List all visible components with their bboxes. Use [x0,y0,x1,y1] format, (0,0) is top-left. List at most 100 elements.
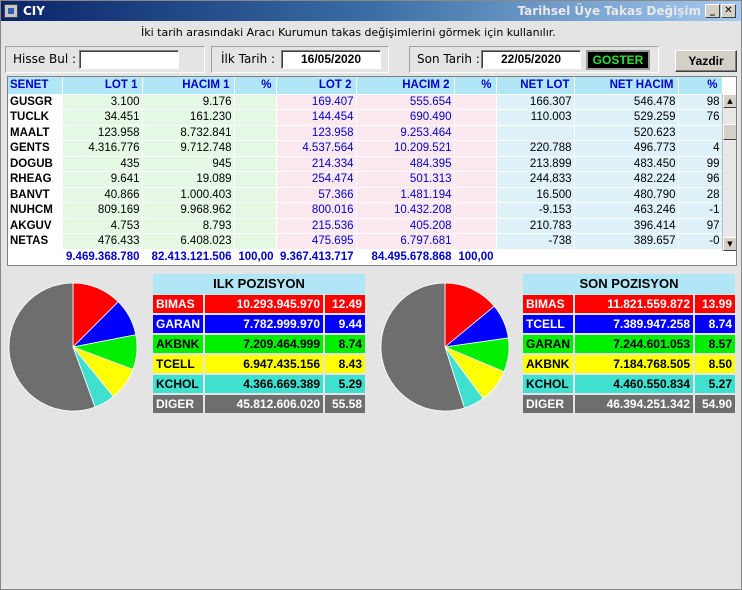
position-name: TCELL [523,315,573,333]
table-cell: 4 [678,140,723,157]
son-tarih-label: Son Tarih : [417,52,480,66]
table-row[interactable]: RHEAG 9.641 19.089 254.474 501.313 244.833 482… [8,171,723,188]
scroll-down-button[interactable]: ▼ [723,237,736,251]
column-header[interactable]: HACIM 1 [142,77,235,95]
table-cell [234,233,277,250]
yazdir-button[interactable]: Yazdir [675,50,737,72]
position-pct: 13.99 [695,295,735,313]
column-header[interactable]: % [454,77,497,95]
search-group [5,46,205,73]
table-row[interactable]: NETAS 476.433 6.408.023 475.695 6.797.681 -73… [8,233,723,250]
close-icon: ✕ [724,5,733,16]
table-cell: 6.408.023 [142,233,235,250]
position-value: 7.184.768.505 [575,355,693,373]
table-row[interactable]: BANVT 40.866 1.000.403 57.366 1.481.194 16.50… [8,187,723,203]
table-cell: 8.732.841 [142,125,235,141]
position-name: KCHOL [523,375,573,393]
table-row[interactable]: DOGUB 435 945 214.334 484.395 213.899 483.450 9… [8,156,723,172]
table-cell: 215.536 [276,218,357,234]
table-cell: 9.968.962 [142,202,235,219]
table-row[interactable]: NUHCM 809.169 9.968.962 800.016 10.432.208 -9… [8,202,723,219]
title-bar[interactable]: CIY Tarihsel Üye Takas Değişim _ ✕ [1,1,741,21]
table-cell: 800.016 [276,202,357,219]
total-cell: 84.495.678.868 [356,249,455,265]
table-cell [454,218,497,234]
takas-grid[interactable]: SENET LOT 1 HACIM 1% LOT 2 HACIM 2% NET LOT NE… [7,76,737,266]
table-cell [678,125,723,141]
table-cell [234,94,277,110]
total-cell [678,249,723,265]
total-cell: 100,00 [234,249,277,265]
table-cell: 144.454 [276,109,357,126]
table-cell [454,140,497,157]
grid-scrollbar[interactable]: ▲ ▼ [722,94,736,251]
position-pct: 8.57 [695,335,735,353]
table-cell: DOGUB [8,156,63,172]
table-cell: 40.866 [62,187,143,203]
position-row: TCELL 6.947.435.156 8.43 [153,355,365,373]
totals-row: 9.469.368.780 82.413.121.506 100,00 9.367.4… [8,249,723,265]
table-cell: 463.246 [574,202,679,219]
position-row: GARAN 7.244.601.053 8.57 [523,335,735,353]
table-cell: 476.433 [62,233,143,250]
table-cell: 16.500 [496,187,575,203]
position-pct: 8.50 [695,355,735,373]
table-row[interactable]: TUCLK 34.451 161.230 144.454 690.490 110.003 5… [8,109,723,126]
app-icon[interactable] [4,4,18,18]
window-title: Tarihsel Üye Takas Değişim [517,4,701,18]
table-cell: 10.209.521 [356,140,455,157]
table-row[interactable]: GENTS 4.316.776 9.712.748 4.537.564 10.209.5… [8,140,723,157]
table-cell: NUHCM [8,202,63,219]
table-cell: 9.176 [142,94,235,110]
table-cell: 76 [678,109,723,126]
position-row: DIGER 45.812.606.020 55.58 [153,395,365,413]
column-header[interactable]: NET HACIM [574,77,679,95]
table-cell [454,109,497,126]
table-cell: MAALT [8,125,63,141]
column-header[interactable]: SENET [8,77,63,95]
goster-button[interactable]: GOSTER [586,50,650,70]
scroll-up-button[interactable]: ▲ [723,94,736,108]
position-value: 7.782.999.970 [205,315,323,333]
table-cell: 9.253.464 [356,125,455,141]
table-cell: 480.790 [574,187,679,203]
column-header[interactable]: % [678,77,723,95]
table-row[interactable]: AKGUV 4.753 8.793 215.536 405.208 210.783 396.… [8,218,723,234]
column-header[interactable]: HACIM 2 [356,77,455,95]
pie-slice-bimas [444,282,495,348]
minimize-button[interactable]: _ [705,4,720,18]
column-header[interactable]: % [234,77,277,95]
position-row: AKBNK 7.184.768.505 8.50 [523,355,735,373]
table-cell [234,218,277,234]
table-cell: GUSGR [8,94,63,110]
position-pct: 5.27 [695,375,735,393]
column-header[interactable]: LOT 1 [62,77,143,95]
position-value: 4.460.550.834 [575,375,693,393]
son-tarih-field[interactable]: 22/05/2020 [481,50,581,69]
hint-text: İki tarih arasındaki Aracı Kurumun takas… [141,26,556,39]
position-value: 7.209.464.999 [205,335,323,353]
table-cell: 9.712.748 [142,140,235,157]
table-cell: -738 [496,233,575,250]
scroll-thumb[interactable] [723,124,736,140]
ilk-tarih-field[interactable]: 16/05/2020 [281,50,381,69]
table-cell: 57.366 [276,187,357,203]
table-cell: 96 [678,171,723,188]
table-cell: 4.753 [62,218,143,234]
position-value: 45.812.606.020 [205,395,323,413]
table-cell: 166.307 [496,94,575,110]
table-row[interactable]: MAALT 123.958 8.732.841 123.958 9.253.464 520… [8,125,723,141]
search-input[interactable] [79,50,179,69]
table-row[interactable]: GUSGR 3.100 9.176 169.407 555.654 166.307 546.… [8,94,723,110]
table-cell: -9.153 [496,202,575,219]
total-cell: 100,00 [454,249,497,265]
table-cell: 389.657 [574,233,679,250]
table-cell: 520.623 [574,125,679,141]
close-button[interactable]: ✕ [721,4,736,18]
column-header[interactable]: NET LOT [496,77,575,95]
app-title: CIY [23,4,45,18]
table-cell: 484.395 [356,156,455,172]
table-cell: 97 [678,218,723,234]
table-cell: 220.788 [496,140,575,157]
column-header[interactable]: LOT 2 [276,77,357,95]
